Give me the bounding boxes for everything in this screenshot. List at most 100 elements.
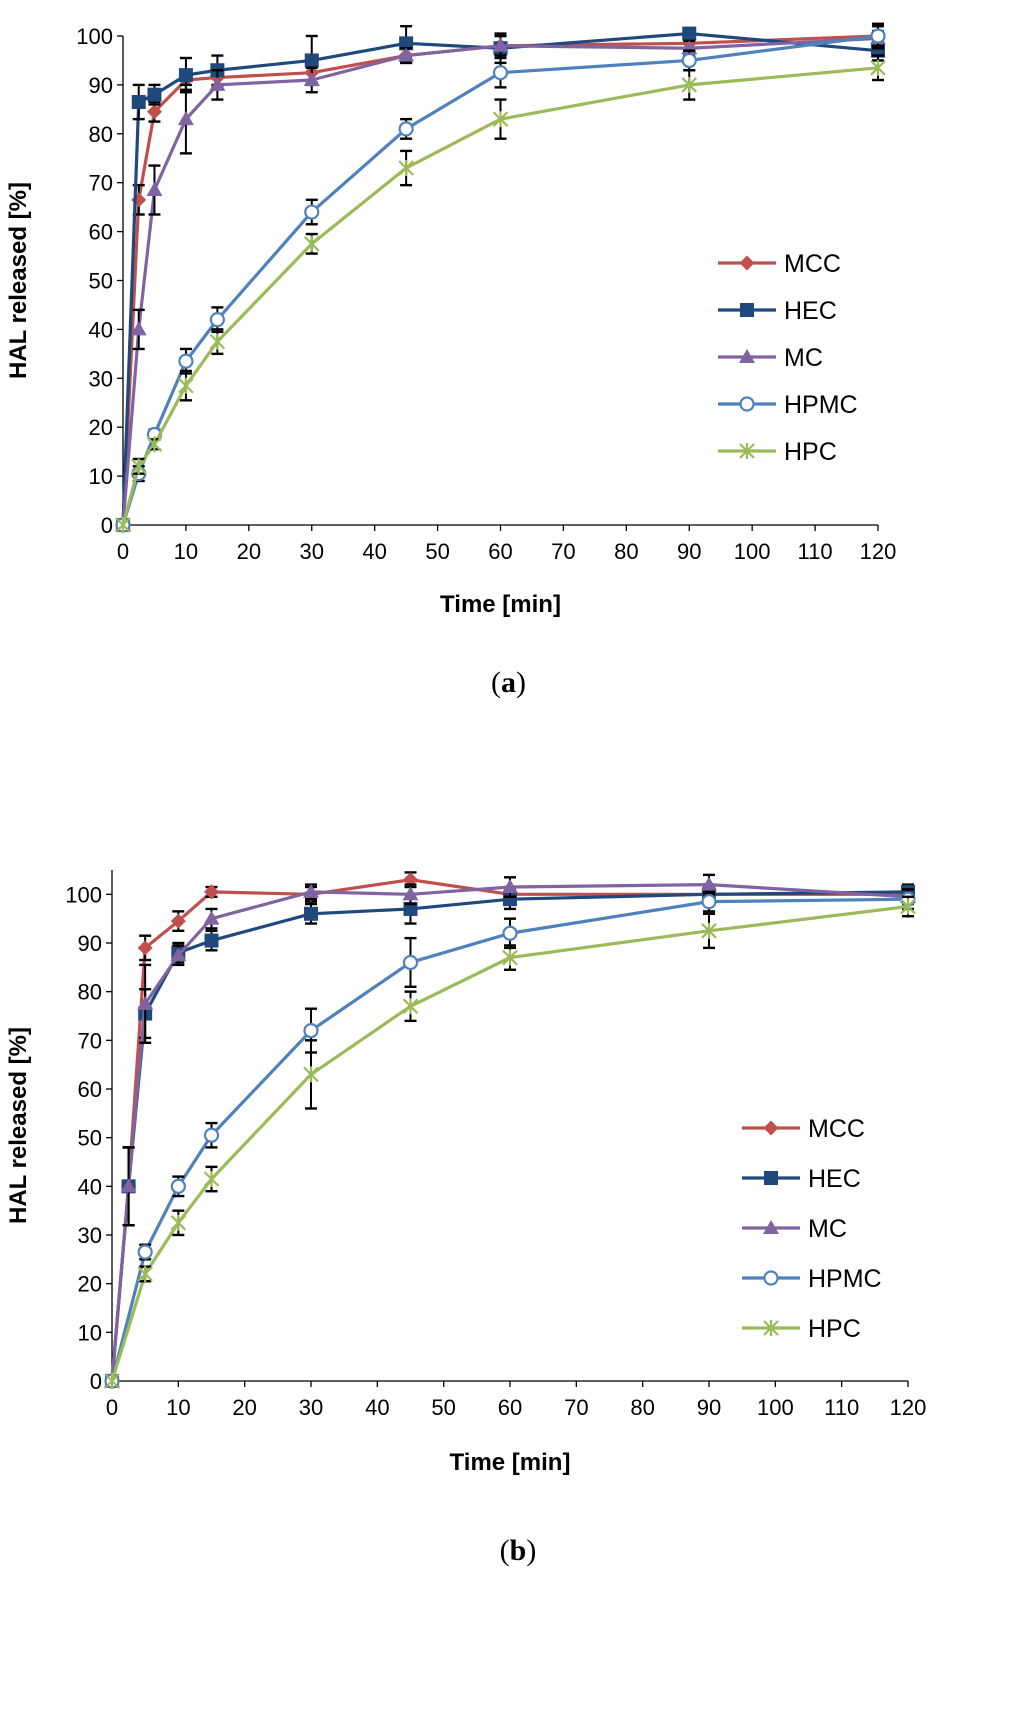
data-point-mc (402, 886, 419, 901)
x-tick-label: 60 (488, 539, 512, 564)
data-point-hec (147, 87, 162, 102)
data-point-hpc (303, 235, 320, 252)
y-tick-label: 10 (78, 1320, 102, 1345)
panel-caption: (b) (500, 1534, 537, 1567)
x-tick-label: 20 (237, 539, 261, 564)
data-point-mc (502, 879, 518, 894)
data-point-mc (209, 76, 226, 91)
series-line-mc (110, 882, 909, 1382)
legend-item-mcc: MCC (742, 1115, 865, 1143)
caption-open: ( (500, 1534, 510, 1567)
caption-label: b (510, 1534, 527, 1567)
data-point-hpmc (492, 65, 509, 81)
data-point-hpmc (502, 925, 518, 941)
legend-item-hpmc: HPMC (718, 391, 858, 419)
legend-marker (763, 1220, 779, 1234)
legend: MCC HEC MC HPMC HPC (718, 250, 858, 466)
series-hpc (115, 54, 886, 533)
data-point-hec (304, 53, 319, 68)
y-tick-label: 70 (78, 1028, 102, 1053)
data-point-hpc (137, 1265, 153, 1282)
x-tick-label: 0 (117, 539, 129, 564)
legend-label: MC (784, 344, 823, 372)
x-tick-label: 120 (860, 539, 897, 564)
legend-label: MC (808, 1215, 847, 1243)
data-point-hpc (209, 333, 226, 350)
series-line-mcc (110, 878, 908, 1382)
series-hpc (104, 895, 916, 1389)
y-tick-label: 80 (89, 122, 113, 147)
data-point-hec (304, 906, 318, 921)
series-line-mcc (121, 34, 879, 526)
y-tick-label: 80 (78, 980, 102, 1005)
legend-marker (739, 443, 755, 459)
legend-item-hec: HEC (718, 297, 837, 325)
data-point-hpmc (170, 1178, 186, 1194)
y-tick-label: 70 (89, 171, 113, 196)
y-tick-label: 50 (78, 1126, 102, 1151)
x-tick-label: 100 (734, 539, 771, 564)
data-point-hpc (402, 998, 419, 1015)
legend-marker (763, 1120, 779, 1136)
axes: 0 10 20 30 40 50 60 70 80 90 100 0 10 20 30 40 50 60 70 80 9… (76, 24, 896, 564)
caption-label: a (501, 666, 516, 699)
chart-panel-b: 0 10 20 30 40 50 60 70 80 90 100 0 10 20 30 40 50 60 70 80 9… (5, 870, 926, 1567)
x-tick-label: 90 (697, 1395, 721, 1420)
data-point-mcc (146, 104, 162, 120)
x-tick-label: 90 (677, 539, 701, 564)
x-tick-label: 10 (166, 1395, 190, 1420)
legend-marker (763, 1320, 779, 1336)
x-tick-label: 80 (614, 539, 638, 564)
data-point-hpc (502, 949, 518, 966)
y-tick-label: 40 (78, 1174, 102, 1199)
legend-label: HPC (784, 438, 837, 466)
data-point-mcc (403, 872, 418, 888)
x-tick-label: 100 (757, 1395, 794, 1420)
y-tick-label: 90 (78, 931, 102, 956)
data-point-hpmc (178, 353, 194, 369)
x-tick-label: 0 (106, 1395, 118, 1420)
data-point-hpmc (304, 204, 320, 220)
x-tick-label: 120 (890, 1395, 927, 1420)
axes: 0 10 20 30 40 50 60 70 80 90 100 0 10 20 30 40 50 60 70 80 9… (65, 870, 926, 1420)
data-point-hpc (203, 1171, 220, 1188)
data-point-hpc (178, 377, 194, 394)
x-tick-label: 30 (299, 1395, 323, 1420)
x-tick-label: 50 (425, 539, 449, 564)
x-tick-label: 80 (630, 1395, 654, 1420)
caption-close: ) (526, 1534, 536, 1567)
data-point-mc (303, 883, 319, 898)
data-point-hpc (115, 517, 131, 533)
y-tick-label: 0 (101, 513, 113, 538)
data-point-hpc (900, 898, 916, 915)
data-point-hpc (170, 1214, 187, 1231)
data-point-hec (178, 68, 193, 83)
legend-item-mc: MC (718, 344, 823, 372)
y-tick-label: 40 (89, 317, 113, 342)
data-point-hec (682, 26, 697, 41)
legend-marker (739, 255, 755, 271)
data-point-hpmc (303, 1023, 319, 1039)
x-tick-label: 40 (362, 539, 386, 564)
series-line-hpmc (110, 897, 909, 1382)
legend-label: HPMC (808, 1265, 882, 1293)
caption-close: ) (516, 666, 526, 699)
legend-label: MCC (784, 250, 841, 278)
x-axis-title: Time [min] (440, 591, 561, 618)
data-point-hpmc (209, 312, 225, 328)
y-tick-label: 100 (76, 24, 113, 49)
panel-caption: (a) (491, 666, 526, 699)
legend-label: MCC (808, 1115, 865, 1143)
data-point-mc (146, 182, 163, 197)
legend-label: HEC (784, 297, 837, 325)
data-point-hpc (701, 922, 717, 939)
data-point-mcc (137, 940, 153, 956)
data-point-mcc (204, 884, 219, 900)
data-point-hpmc (701, 894, 717, 910)
data-point-mcc (170, 913, 186, 929)
legend-marker (740, 303, 754, 317)
x-tick-label: 70 (564, 1395, 588, 1420)
y-axis-title: HAL released [%] (5, 182, 32, 379)
legend: MCC HEC MC HPMC HPC (742, 1115, 882, 1343)
y-tick-label: 30 (89, 366, 113, 391)
